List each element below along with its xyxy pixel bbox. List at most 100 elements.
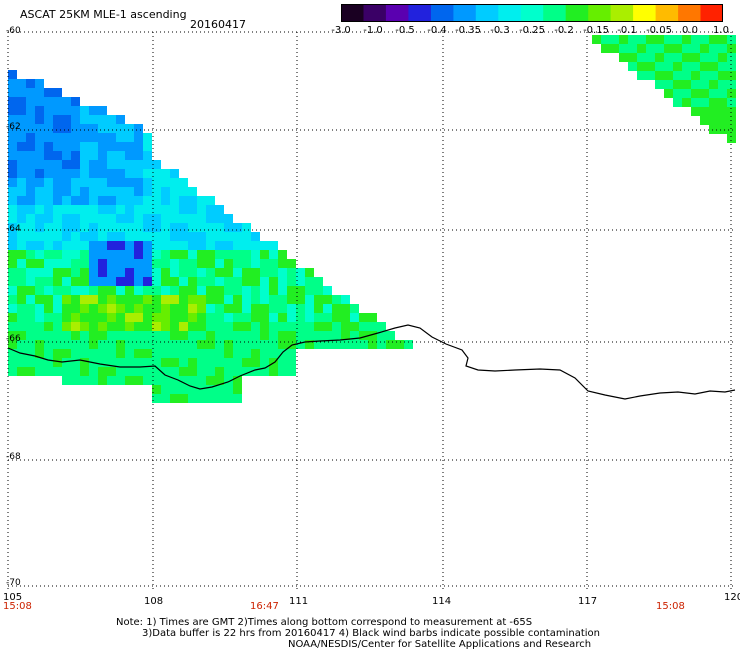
- swath-cell: [197, 331, 206, 340]
- color-scale-swatch: [453, 4, 477, 22]
- swath-cell: [664, 44, 673, 53]
- swath-cell: [350, 331, 359, 340]
- swath-cell: [170, 367, 179, 376]
- swath-cell: [179, 277, 188, 286]
- swath-cell: [709, 107, 718, 116]
- color-scale-tick-label: -0.05: [646, 25, 672, 36]
- swath-cell: [386, 340, 395, 349]
- swath-cell: [197, 313, 206, 322]
- swath-cell: [664, 35, 673, 44]
- swath-cell: [44, 187, 53, 196]
- swath-cell: [161, 286, 170, 295]
- color-scale-swatch: [543, 4, 567, 22]
- swath-cell: [269, 295, 278, 304]
- swath-cell: [646, 35, 655, 44]
- swath-cell: [314, 304, 323, 313]
- swath-cell: [646, 71, 655, 80]
- swath-cell: [107, 259, 116, 268]
- swath-cell: [17, 340, 26, 349]
- swath-cell: [98, 295, 107, 304]
- swath-cell: [359, 331, 368, 340]
- swath-cell: [161, 295, 170, 304]
- swath-cell: [718, 80, 727, 89]
- swath-cell: [125, 214, 134, 223]
- swath-cell: [655, 62, 664, 71]
- swath-cell: [332, 295, 341, 304]
- swath-cell: [116, 223, 125, 232]
- swath-cell: [332, 313, 341, 322]
- swath-cell: [718, 125, 727, 134]
- swath-cell: [161, 385, 170, 394]
- time-label-right: 15:08: [656, 601, 685, 612]
- swath-cell: [107, 358, 116, 367]
- swath-cell: [35, 205, 44, 214]
- swath-cell: [179, 187, 188, 196]
- swath-cell: [296, 277, 305, 286]
- swath-cell: [53, 268, 62, 277]
- swath-cell: [368, 331, 377, 340]
- color-scale-swatch: [610, 4, 634, 22]
- swath-cell: [98, 358, 107, 367]
- swath-cell: [152, 358, 161, 367]
- swath-cell: [206, 223, 215, 232]
- swath-cell: [197, 367, 206, 376]
- swath-cell: [26, 295, 35, 304]
- swath-cell: [107, 133, 116, 142]
- swath-cell: [152, 340, 161, 349]
- swath-cell: [682, 89, 691, 98]
- swath-cell: [233, 268, 242, 277]
- swath-cell: [260, 331, 269, 340]
- swath-cell: [134, 349, 143, 358]
- swath-cell: [71, 187, 80, 196]
- swath-cell: [80, 106, 89, 115]
- swath-cell: [8, 349, 17, 358]
- swath-cell: [53, 196, 62, 205]
- swath-cell: [269, 322, 278, 331]
- swath-cell: [628, 62, 637, 71]
- swath-cell: [727, 35, 736, 44]
- swath-cell: [98, 196, 107, 205]
- swath-cell: [17, 367, 26, 376]
- swath-cell: [260, 250, 269, 259]
- swath-cell: [89, 232, 98, 241]
- swath-cell: [89, 286, 98, 295]
- swath-cell: [188, 205, 197, 214]
- swath-cell: [17, 322, 26, 331]
- swath-cell: [215, 358, 224, 367]
- lon-label-111: 111: [289, 596, 309, 607]
- swath-cell: [35, 358, 44, 367]
- swath-cell: [718, 98, 727, 107]
- swath-cell: [89, 196, 98, 205]
- swath-cell: [673, 71, 682, 80]
- swath-cell: [107, 160, 116, 169]
- swath-cell: [224, 322, 233, 331]
- swath-cell: [251, 331, 260, 340]
- swath-cell: [323, 286, 332, 295]
- swath-cell: [26, 367, 35, 376]
- color-scale-swatch: [341, 4, 365, 22]
- swath-cell: [89, 313, 98, 322]
- swath-cell: [628, 35, 637, 44]
- swath-cell: [224, 223, 233, 232]
- swath-cell: [242, 295, 251, 304]
- swath-cell: [62, 124, 71, 133]
- swath-cell: [89, 178, 98, 187]
- swath-cell: [107, 331, 116, 340]
- swath-cell: [80, 115, 89, 124]
- swath-cell: [152, 295, 161, 304]
- swath-cell: [107, 286, 116, 295]
- swath-cell: [152, 367, 161, 376]
- swath-cell: [350, 304, 359, 313]
- swath-cell: [125, 187, 134, 196]
- swath-cell: [80, 250, 89, 259]
- swath-cell: [188, 259, 197, 268]
- swath-cell: [224, 376, 233, 385]
- swath-cell: [134, 214, 143, 223]
- swath-cell: [17, 250, 26, 259]
- swath-cell: [242, 349, 251, 358]
- swath-cell: [269, 250, 278, 259]
- swath-cell: [98, 241, 107, 250]
- swath-cell: [718, 89, 727, 98]
- color-scale: [341, 4, 724, 28]
- swath-cell: [35, 142, 44, 151]
